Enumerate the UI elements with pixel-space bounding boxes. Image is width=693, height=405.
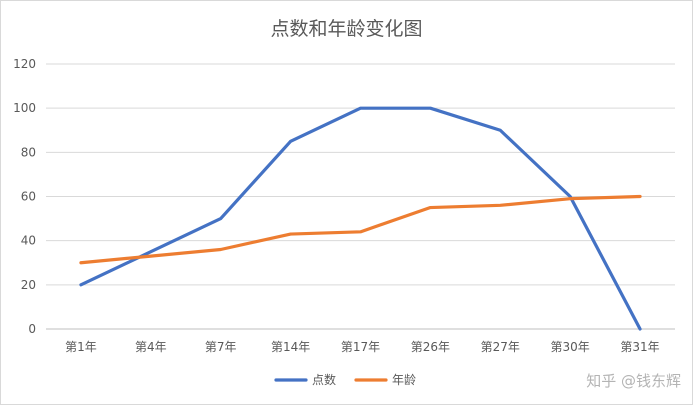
x-tick-label: 第17年	[341, 340, 380, 354]
x-tick-label: 第26年	[411, 340, 450, 354]
x-axis-ticks: 第1年 第4年 第7年 第14年 第17年 第26年 第27年 第30年 第31年	[65, 340, 660, 354]
x-tick-label: 第14年	[271, 340, 310, 354]
y-tick-label: 20	[21, 278, 36, 292]
y-tick-label: 40	[21, 234, 36, 248]
legend-label: 点数	[312, 372, 336, 387]
y-tick-label: 60	[21, 190, 36, 204]
legend: 点数 年龄	[274, 372, 416, 387]
series-line	[79, 106, 642, 331]
x-tick-label: 第31年	[620, 340, 659, 354]
series-line	[79, 194, 642, 265]
x-tick-label: 第27年	[481, 340, 520, 354]
x-tick-label: 第1年	[65, 340, 97, 354]
watermark: 知乎 @钱东辉	[586, 372, 681, 390]
y-tick-label: 0	[28, 322, 36, 336]
x-tick-label: 第30年	[551, 340, 590, 354]
y-tick-label: 80	[21, 145, 36, 159]
y-axis-ticks: 0 20 40 60 80 100 120	[13, 57, 36, 336]
chart-title: 点数和年龄变化图	[270, 18, 423, 40]
x-tick-label: 第4年	[135, 340, 167, 354]
y-tick-label: 100	[13, 101, 36, 115]
series-lines	[79, 106, 642, 331]
legend-label: 年龄	[392, 373, 416, 387]
x-tick-label: 第7年	[205, 340, 237, 354]
y-tick-label: 120	[13, 57, 36, 71]
gridlines	[46, 63, 675, 330]
